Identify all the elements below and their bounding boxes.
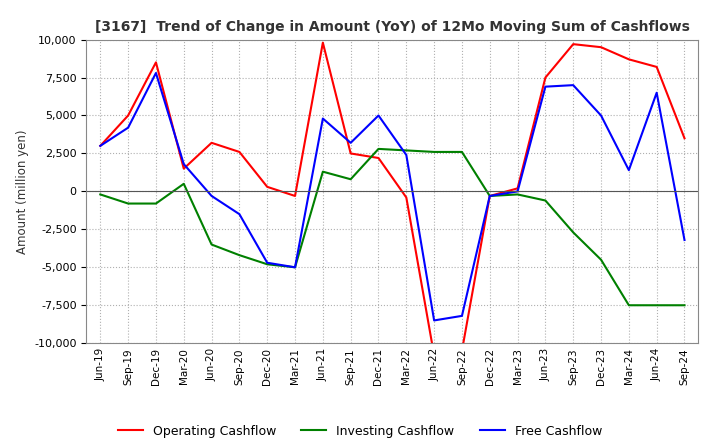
Free Cashflow [485,193,494,198]
Operating Cashflow [374,155,383,161]
Operating Cashflow [291,193,300,198]
Investing Cashflow [430,149,438,154]
Investing Cashflow [652,303,661,308]
Operating Cashflow [513,186,522,191]
Investing Cashflow [680,303,689,308]
Operating Cashflow [458,348,467,353]
Operating Cashflow [680,136,689,141]
Free Cashflow [96,143,104,148]
Y-axis label: Amount (million yen): Amount (million yen) [16,129,29,253]
Operating Cashflow [124,113,132,118]
Investing Cashflow [235,253,243,258]
Operating Cashflow [235,149,243,154]
Title: [3167]  Trend of Change in Amount (YoY) of 12Mo Moving Sum of Cashflows: [3167] Trend of Change in Amount (YoY) o… [95,20,690,34]
Investing Cashflow [402,148,410,153]
Investing Cashflow [458,149,467,154]
Operating Cashflow [624,57,633,62]
Operating Cashflow [318,40,327,45]
Operating Cashflow [263,184,271,190]
Free Cashflow [402,152,410,158]
Operating Cashflow [96,143,104,148]
Free Cashflow [152,70,161,76]
Free Cashflow [179,161,188,167]
Investing Cashflow [318,169,327,174]
Investing Cashflow [179,181,188,187]
Investing Cashflow [541,198,550,203]
Operating Cashflow [541,75,550,80]
Free Cashflow [430,318,438,323]
Free Cashflow [124,125,132,130]
Legend: Operating Cashflow, Investing Cashflow, Free Cashflow: Operating Cashflow, Investing Cashflow, … [113,420,607,440]
Free Cashflow [207,193,216,198]
Free Cashflow [597,113,606,118]
Free Cashflow [513,189,522,194]
Free Cashflow [374,113,383,118]
Investing Cashflow [291,265,300,270]
Operating Cashflow [152,60,161,65]
Operating Cashflow [430,353,438,358]
Investing Cashflow [263,262,271,267]
Operating Cashflow [569,41,577,47]
Line: Free Cashflow: Free Cashflow [100,73,685,320]
Investing Cashflow [124,201,132,206]
Operating Cashflow [597,44,606,50]
Investing Cashflow [96,192,104,197]
Investing Cashflow [374,146,383,151]
Investing Cashflow [513,192,522,197]
Operating Cashflow [179,166,188,171]
Investing Cashflow [569,230,577,235]
Operating Cashflow [402,195,410,200]
Investing Cashflow [152,201,161,206]
Free Cashflow [652,90,661,95]
Investing Cashflow [346,176,355,182]
Free Cashflow [624,168,633,173]
Line: Investing Cashflow: Investing Cashflow [100,149,685,305]
Operating Cashflow [652,64,661,70]
Free Cashflow [263,260,271,265]
Free Cashflow [346,140,355,146]
Free Cashflow [291,265,300,270]
Operating Cashflow [346,151,355,156]
Free Cashflow [541,84,550,89]
Free Cashflow [680,237,689,242]
Free Cashflow [569,82,577,88]
Investing Cashflow [597,257,606,262]
Operating Cashflow [207,140,216,146]
Investing Cashflow [207,242,216,247]
Free Cashflow [318,116,327,121]
Free Cashflow [235,212,243,217]
Investing Cashflow [485,193,494,198]
Free Cashflow [458,313,467,319]
Operating Cashflow [485,193,494,198]
Line: Operating Cashflow: Operating Cashflow [100,43,685,356]
Investing Cashflow [624,303,633,308]
